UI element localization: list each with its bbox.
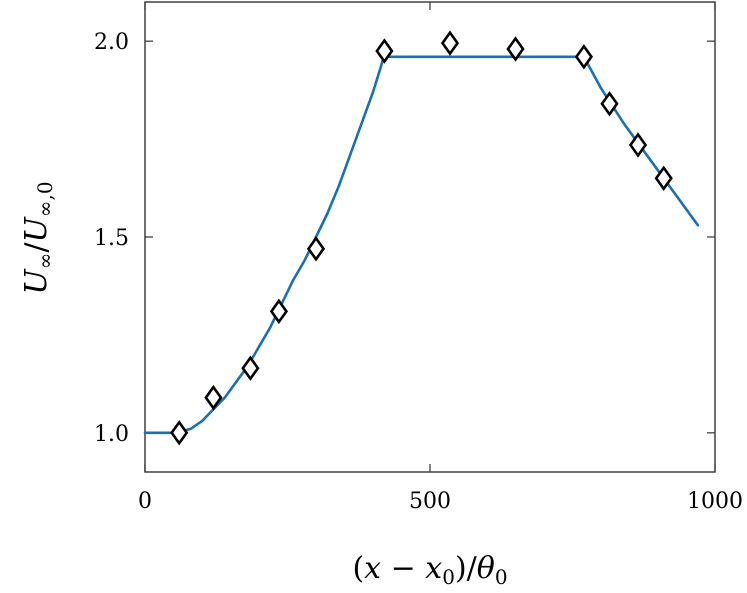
data-point-diamond — [306, 236, 326, 262]
x-tick-label: 500 — [409, 489, 451, 514]
y-tick-label: 1.5 — [94, 226, 129, 251]
x-tick-label: 1000 — [687, 489, 743, 514]
y-tick-label: 1.0 — [94, 422, 129, 447]
data-point-diamond — [628, 132, 648, 158]
tick-labels: 0 500 1000 1.0 1.5 2.0 — [94, 30, 743, 514]
series-line — [143, 55, 700, 435]
data-point-diamond — [241, 355, 260, 381]
data-point-diamond — [506, 36, 525, 62]
data-point-diamond — [204, 384, 223, 411]
y-axis-label: U∞/U∞,0 — [19, 181, 57, 294]
axis-ticks — [144, 2, 716, 472]
data-point-diamond — [574, 44, 593, 70]
data-point-diamond — [375, 38, 394, 64]
y-tick-label: 2.0 — [94, 30, 129, 55]
x-tick-label: 0 — [138, 489, 152, 514]
series-layer — [143, 30, 700, 446]
data-point-diamond — [269, 298, 288, 325]
data-point-diamond — [170, 420, 189, 446]
data-point-diamond — [654, 165, 673, 192]
data-point-diamond — [600, 91, 619, 117]
x-axis-label: (x − x0)/θ0 — [352, 551, 507, 589]
data-point-diamond — [440, 30, 460, 56]
plot-frame — [144, 1, 716, 473]
